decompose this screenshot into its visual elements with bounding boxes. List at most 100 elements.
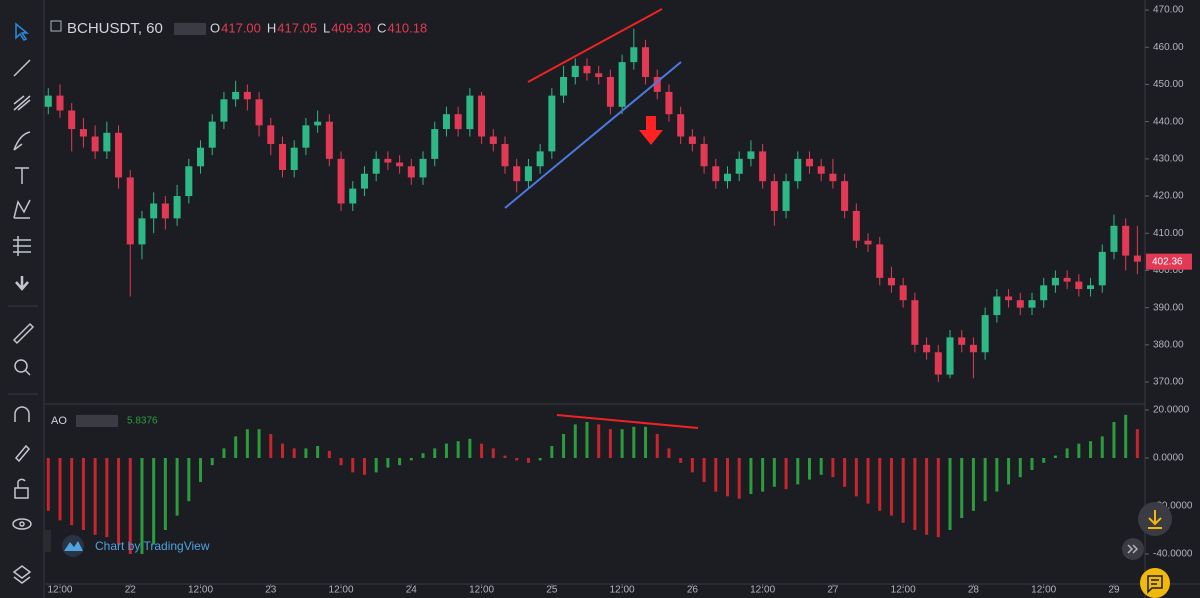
- candle-body: [571, 65, 579, 78]
- layers-tool[interactable]: [12, 565, 32, 584]
- ao-bar: [620, 429, 624, 458]
- candle-body: [747, 151, 755, 159]
- candle-body: [232, 91, 240, 100]
- legend-label: H: [267, 20, 276, 35]
- ao-bar: [491, 448, 495, 458]
- candle-body: [876, 244, 884, 278]
- legend-label: L: [323, 20, 330, 35]
- zoom-tool[interactable]: [14, 359, 28, 373]
- ao-bar: [843, 458, 847, 487]
- candle-body: [1098, 251, 1106, 286]
- legend-value: 409.30: [331, 20, 371, 35]
- candle-body: [1028, 300, 1036, 308]
- fib-tool[interactable]: [13, 95, 31, 111]
- ao-bar: [632, 426, 636, 458]
- x-tick-label: 26: [687, 585, 699, 596]
- lock-tool[interactable]: [14, 487, 29, 499]
- y-tick-label: 390.00: [1153, 302, 1184, 313]
- x-tick-label: 12:00: [188, 585, 213, 596]
- candle-body: [431, 129, 439, 159]
- candle-body: [68, 110, 76, 130]
- legend-buttons[interactable]: [174, 23, 206, 35]
- ao-bar: [374, 458, 378, 473]
- ao-bar: [807, 458, 811, 480]
- candle-body: [899, 285, 907, 301]
- ao-bar: [456, 441, 460, 458]
- ao-bar: [936, 458, 940, 538]
- text-tool[interactable]: [15, 167, 29, 184]
- lock-drawing-tool[interactable]: [14, 444, 31, 463]
- candle-body: [466, 95, 474, 130]
- drawings: [504, 8, 699, 429]
- trend-line: [556, 414, 699, 429]
- magnet-tool[interactable]: [14, 406, 30, 422]
- ao-bar: [46, 458, 50, 511]
- indicator-buttons[interactable]: [76, 415, 118, 427]
- candle-body: [407, 166, 415, 178]
- candle-body: [267, 125, 275, 144]
- candle-body: [150, 203, 158, 219]
- candle-body: [349, 188, 357, 204]
- x-tick-label: 12:00: [891, 585, 916, 596]
- ao-bar: [983, 458, 987, 502]
- ao-bar: [70, 458, 74, 526]
- candle-body: [712, 166, 720, 182]
- cursor-tool[interactable]: [15, 22, 30, 41]
- visibility-tool[interactable]: [12, 518, 32, 530]
- ao-bar: [901, 458, 905, 523]
- candle-body: [1051, 277, 1059, 286]
- ao-bar: [128, 458, 132, 554]
- candle-body: [923, 344, 931, 353]
- y-tick-label: 420.00: [1153, 191, 1184, 202]
- ao-bar: [515, 458, 519, 461]
- brush-tool[interactable]: [13, 131, 31, 151]
- ao-bar: [819, 458, 823, 475]
- candle-body: [829, 173, 837, 182]
- candle-body: [454, 114, 462, 130]
- candle-body: [372, 158, 380, 174]
- candle-body: [524, 166, 532, 182]
- candle-body: [782, 181, 790, 211]
- x-tick-label: 12:00: [469, 585, 494, 596]
- candle-body: [197, 147, 205, 167]
- candle-body: [993, 296, 1001, 316]
- chat-button[interactable]: [1140, 568, 1170, 598]
- candle-body: [360, 173, 368, 189]
- candle-body: [1075, 281, 1083, 290]
- candle-body: [278, 143, 287, 171]
- ao-bar: [597, 424, 601, 458]
- candle-body: [1122, 225, 1130, 256]
- x-tick-label: 29: [1108, 585, 1120, 596]
- candle-body: [852, 210, 860, 241]
- candle-body: [653, 77, 661, 92]
- arrow-tool[interactable]: [15, 276, 29, 291]
- ao-bar: [960, 458, 964, 518]
- ao-bar: [1007, 458, 1011, 485]
- ao-bar: [93, 458, 97, 535]
- candle-body: [770, 181, 778, 211]
- watermark: Chart by TradingView: [62, 535, 210, 557]
- ao-bar: [608, 429, 612, 458]
- ao-bar: [749, 458, 753, 494]
- ao-bar: [1100, 436, 1104, 458]
- candle-body: [115, 132, 123, 178]
- ao-bar: [550, 446, 554, 458]
- x-tick-label: 28: [968, 585, 980, 596]
- watermark-text: Chart by TradingView: [95, 539, 210, 553]
- candle-body: [618, 62, 626, 107]
- prediction-tool[interactable]: [13, 236, 31, 256]
- candle-body: [314, 121, 322, 126]
- ao-bar: [117, 458, 121, 545]
- candle-body: [44, 95, 52, 107]
- ao-bar: [1077, 443, 1081, 458]
- candle-body: [595, 73, 603, 78]
- ao-bar: [245, 429, 249, 458]
- candle-body: [1040, 285, 1048, 301]
- line-tool[interactable]: [13, 59, 31, 77]
- pattern-tool[interactable]: [13, 199, 31, 219]
- ao-bar: [925, 458, 929, 535]
- collapse-handle[interactable]: [43, 530, 51, 552]
- ao-bar: [1018, 458, 1022, 478]
- measure-tool[interactable]: [12, 322, 35, 345]
